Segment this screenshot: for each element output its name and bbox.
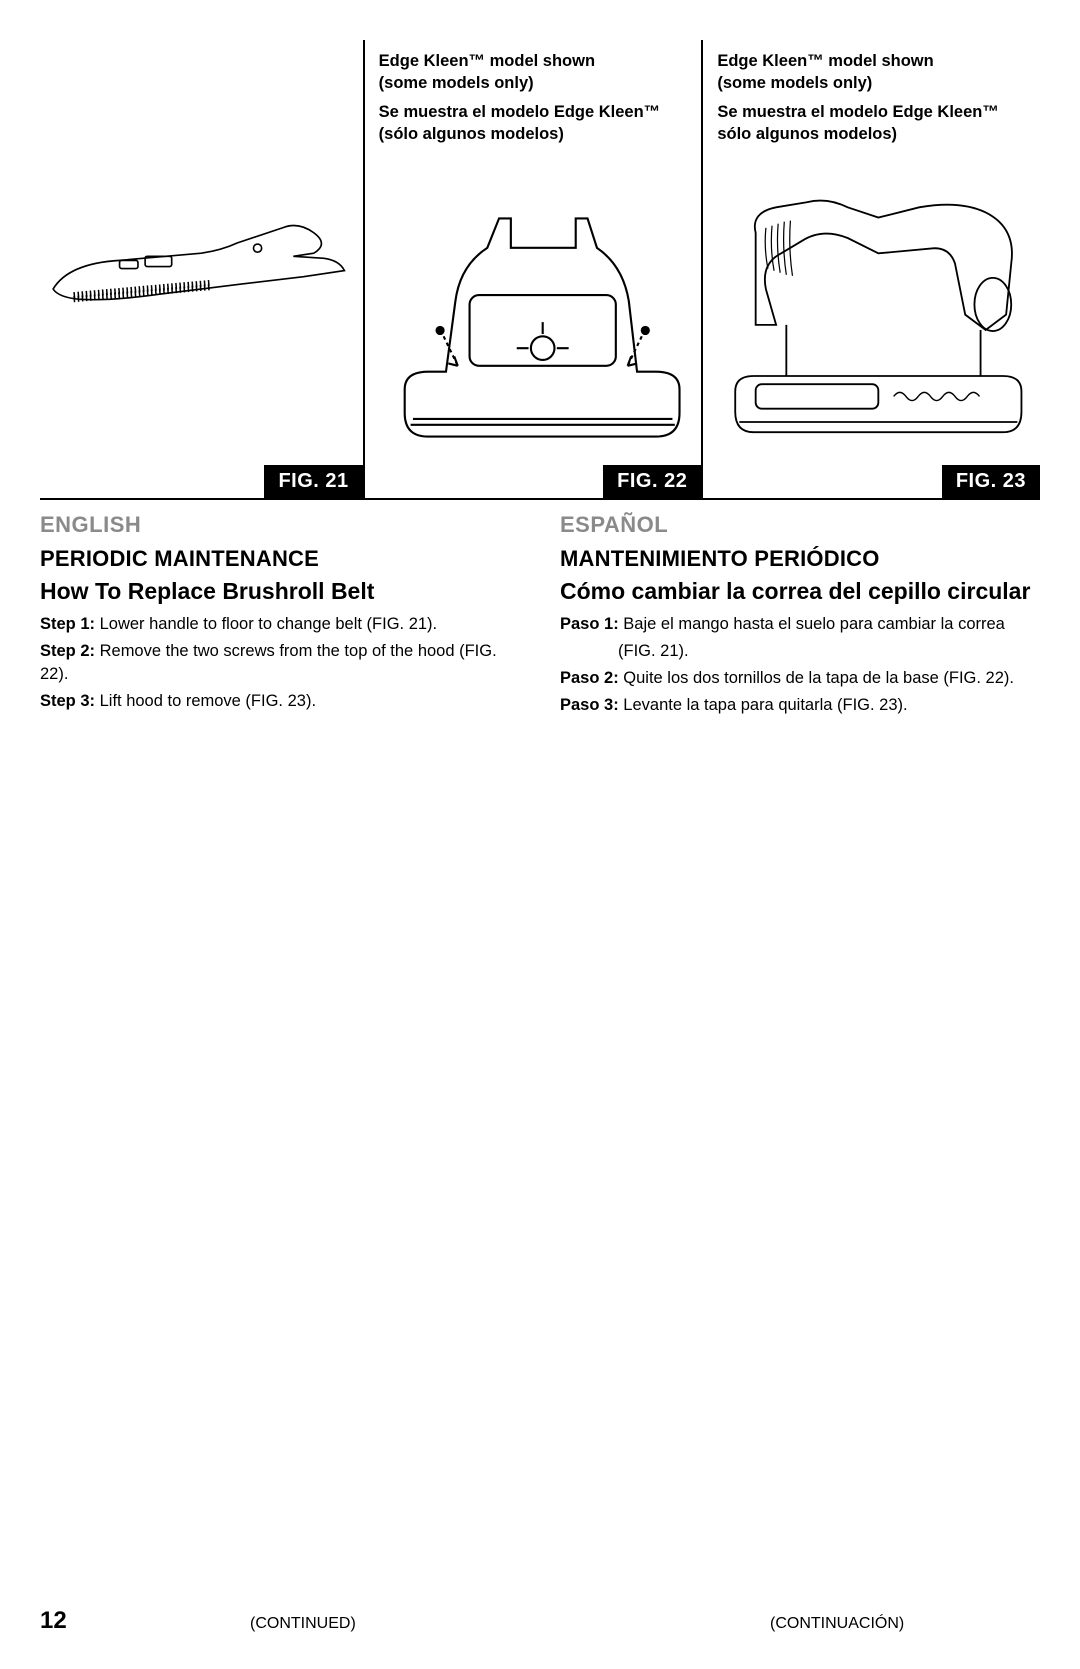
instructions-row: ENGLISH PERIODIC MAINTENANCE How To Repl… [40, 512, 1040, 721]
fig22-caption-es-l1: Se muestra el modelo Edge Kleen™ [379, 103, 661, 121]
figure-23-label: FIG. 23 [942, 465, 1040, 498]
figure-23-drawing [717, 151, 1040, 498]
figure-21-drawing [40, 40, 363, 498]
figure-21-label: FIG. 21 [264, 465, 362, 498]
figure-23-column: Edge Kleen™ model shown (some models onl… [701, 40, 1040, 498]
spanish-step3-text: Levante la tapa para quitarla (FIG. 23). [619, 696, 908, 714]
vacuum-hood-lifted-icon [725, 192, 1032, 458]
fig22-caption-en-l2: (some models only) [379, 74, 534, 92]
figure-22-column: Edge Kleen™ model shown (some models onl… [363, 40, 702, 498]
english-step-2: Step 2: Remove the two screws from the t… [40, 640, 520, 686]
page-number: 12 [40, 1607, 250, 1635]
english-step3-text: Lift hood to remove (FIG. 23). [95, 692, 316, 710]
english-heading: ENGLISH [40, 512, 520, 538]
spanish-step-1-cont: (FIG. 21). [560, 640, 1040, 663]
spanish-column: ESPAÑOL MANTENIMIENTO PERIÓDICO Cómo cam… [560, 512, 1040, 721]
figure-23-caption: Edge Kleen™ model shown (some models onl… [717, 40, 1040, 151]
english-subheading: How To Replace Brushroll Belt [40, 578, 520, 605]
vacuum-top-screws-icon [387, 183, 694, 466]
continued-spanish: (CONTINUACIÓN) [520, 1615, 1040, 1633]
english-step2-text: Remove the two screws from the top of th… [40, 642, 497, 683]
spanish-step3-label: Paso 3: [560, 696, 619, 714]
english-step-3: Step 3: Lift hood to remove (FIG. 23). [40, 690, 520, 713]
english-step1-label: Step 1: [40, 615, 95, 633]
spanish-step1-text: Baje el mango hasta el suelo para cambia… [619, 615, 1005, 633]
figure-22-label: FIG. 22 [603, 465, 701, 498]
spanish-section-heading: MANTENIMIENTO PERIÓDICO [560, 546, 1040, 572]
english-step3-label: Step 3: [40, 692, 95, 710]
continued-english: (CONTINUED) [250, 1615, 520, 1633]
fig23-caption-es-l1: Se muestra el modelo Edge Kleen™ [717, 103, 999, 121]
fig22-caption-es-l2: (sólo algunos modelos) [379, 125, 564, 143]
figure-21-column: FIG. 21 [40, 40, 363, 498]
english-step2-label: Step 2: [40, 642, 95, 660]
fig22-caption-en-l1: Edge Kleen™ model shown [379, 52, 595, 70]
english-column: ENGLISH PERIODIC MAINTENANCE How To Repl… [40, 512, 520, 721]
fig23-caption-en-l1: Edge Kleen™ model shown [717, 52, 933, 70]
english-section-heading: PERIODIC MAINTENANCE [40, 546, 520, 572]
vacuum-side-view-icon [48, 197, 355, 340]
spanish-step-3: Paso 3: Levante la tapa para quitarla (F… [560, 694, 1040, 717]
spanish-step2-text: Quite los dos tornillos de la tapa de la… [619, 669, 1014, 687]
fig23-caption-es-l2: sólo algunos modelos) [717, 125, 897, 143]
spanish-step-1: Paso 1: Baje el mango hasta el suelo par… [560, 613, 1040, 636]
english-step-1: Step 1: Lower handle to floor to change … [40, 613, 520, 636]
english-step1-text: Lower handle to floor to change belt (FI… [95, 615, 437, 633]
spanish-heading: ESPAÑOL [560, 512, 1040, 538]
figures-row: FIG. 21 Edge Kleen™ model shown (some mo… [40, 40, 1040, 500]
spanish-step1-text2: (FIG. 21). [618, 642, 689, 660]
spanish-step2-label: Paso 2: [560, 669, 619, 687]
figure-22-caption: Edge Kleen™ model shown (some models onl… [379, 40, 702, 151]
spanish-subheading: Cómo cambiar la correa del cepillo circu… [560, 578, 1040, 605]
spanish-step1-label: Paso 1: [560, 615, 619, 633]
fig23-caption-en-l2: (some models only) [717, 74, 872, 92]
figure-22-drawing [379, 151, 702, 498]
page-footer: 12 (CONTINUED) (CONTINUACIÓN) [40, 1607, 1040, 1635]
spanish-step-2: Paso 2: Quite los dos tornillos de la ta… [560, 667, 1040, 690]
